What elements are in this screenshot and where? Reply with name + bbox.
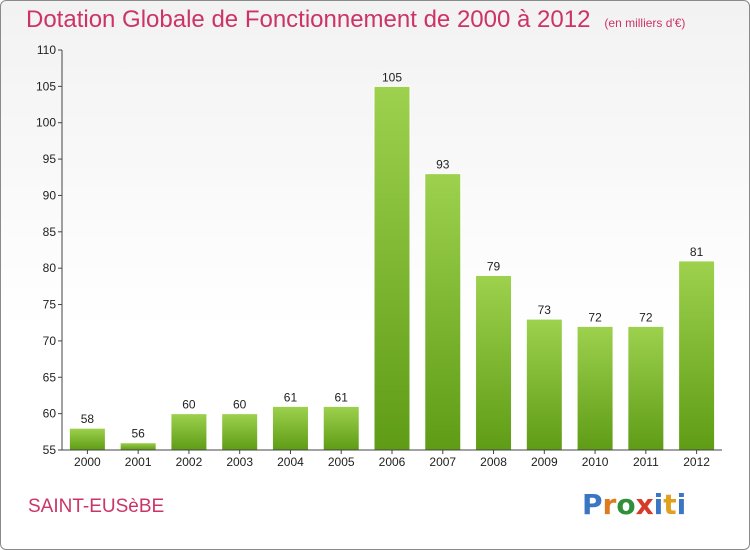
y-tick-label: 85 <box>43 225 57 239</box>
x-tick-label: 2011 <box>633 455 659 469</box>
bar-value-label: 60 <box>182 398 196 412</box>
bar-2011 <box>627 325 665 451</box>
x-tick-label: 2004 <box>277 455 304 469</box>
logo-letter: x <box>635 488 654 521</box>
bar-value-label: 79 <box>487 259 501 273</box>
bar-2001 <box>119 442 157 451</box>
chart-subtitle: (en milliers d'€) <box>604 16 686 30</box>
y-axis: 55 60 65 70 75 80 85 90 95 100 105 110 <box>36 43 63 457</box>
logo-letter: i <box>676 488 687 521</box>
x-tick-label: 2012 <box>683 455 710 469</box>
bar-2002 <box>170 413 208 451</box>
x-tick-label: 2010 <box>582 455 609 469</box>
bar-2003 <box>221 413 259 451</box>
chart-title: Dotation Globale de Fonctionnement de 20… <box>26 6 685 34</box>
bar-2010 <box>576 325 614 451</box>
y-tick-label: 55 <box>43 443 57 457</box>
y-tick-label: 65 <box>43 370 57 384</box>
logo-letter: P <box>582 488 603 521</box>
y-tick-label: 75 <box>43 298 57 312</box>
y-tick-label: 80 <box>43 261 57 275</box>
y-tick-label: 60 <box>43 407 57 421</box>
bars-group: 58 56 60 60 61 61 105 93 79 73 72 72 81 <box>68 70 716 451</box>
x-tick-label: 2009 <box>531 455 558 469</box>
y-tick-label: 105 <box>36 79 56 93</box>
chart-title-text: Dotation Globale de Fonctionnement de 20… <box>26 6 591 33</box>
bar-value-label: 72 <box>639 310 653 324</box>
commune-name: SAINT-EUSèBE <box>28 496 165 517</box>
y-tick-label: 95 <box>43 152 57 166</box>
bar-value-label: 60 <box>233 398 247 412</box>
x-tick-label: 2003 <box>226 455 253 469</box>
logo-letter: i <box>653 488 664 521</box>
bar-value-label: 56 <box>131 427 145 441</box>
bar-value-label: 105 <box>382 70 402 84</box>
bar-value-label: 73 <box>538 303 552 317</box>
bar-2008 <box>475 274 513 451</box>
logo-letter: r <box>602 488 617 521</box>
bar-2006 <box>373 85 411 451</box>
bar-2012 <box>678 260 716 451</box>
proxiti-logo[interactable]: Proxiti <box>582 488 686 521</box>
x-tick-label: 2000 <box>74 455 101 469</box>
bar-value-label: 93 <box>436 158 450 172</box>
logo-letter: t <box>663 488 677 521</box>
y-tick-label: 100 <box>36 116 56 130</box>
bar-value-label: 58 <box>81 412 95 426</box>
y-tick-label: 70 <box>43 334 57 348</box>
logo-letter: o <box>616 488 636 521</box>
bar-2007 <box>424 173 462 451</box>
bar-value-label: 81 <box>690 245 704 259</box>
y-tick-label: 110 <box>37 43 56 57</box>
x-tick-label: 2006 <box>379 455 406 469</box>
bar-value-label: 61 <box>284 390 298 404</box>
x-tick-label: 2002 <box>176 455 203 469</box>
x-tick-label: 2005 <box>328 455 355 469</box>
bar-value-label: 61 <box>335 390 349 404</box>
x-tick-label: 2001 <box>125 455 152 469</box>
bar-value-label: 72 <box>588 310 602 324</box>
x-axis: 2000 2001 2002 2003 2004 2005 2006 2007 2008 2009… <box>62 449 722 469</box>
bar-2000 <box>68 427 106 451</box>
y-tick-label: 90 <box>43 188 57 202</box>
bar-2005 <box>322 405 360 451</box>
x-tick-label: 2008 <box>480 455 507 469</box>
x-tick-label: 2007 <box>429 455 456 469</box>
bar-2009 <box>525 318 563 451</box>
bar-2004 <box>271 405 309 451</box>
